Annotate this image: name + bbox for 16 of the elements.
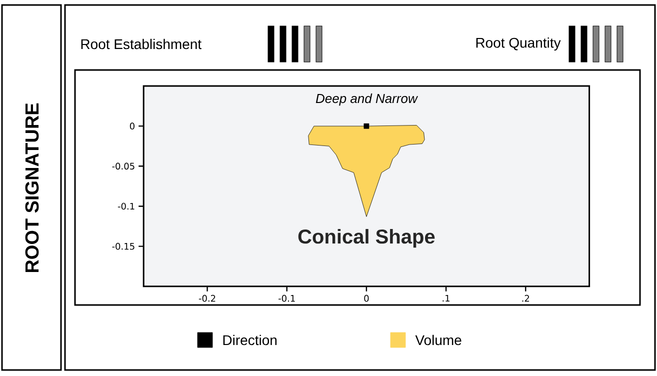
x-tick-label: .2 — [522, 294, 530, 302]
x-tick-label: -0.1 — [278, 294, 295, 302]
text: Root Quantity — [476, 37, 561, 51]
annotation: Conical Shape — [298, 228, 435, 248]
x-tick-label: 0 — [364, 294, 369, 302]
x-tick-label: -0.2 — [198, 294, 216, 302]
x-tick-label: .1 — [442, 294, 450, 302]
text: Deep and Narrow — [316, 94, 418, 106]
y-tick-label: 0 — [130, 122, 134, 130]
y-tick-label: -0.1 — [118, 202, 134, 210]
legend-label: Volume — [415, 334, 462, 346]
legend-label: Direction — [223, 334, 277, 346]
y-tick-label: -0.05 — [112, 162, 134, 170]
text: ROOT SIGNATURE — [25, 103, 39, 272]
text: Root Establishment — [81, 38, 202, 50]
y-tick-label: -0.15 — [112, 242, 134, 250]
